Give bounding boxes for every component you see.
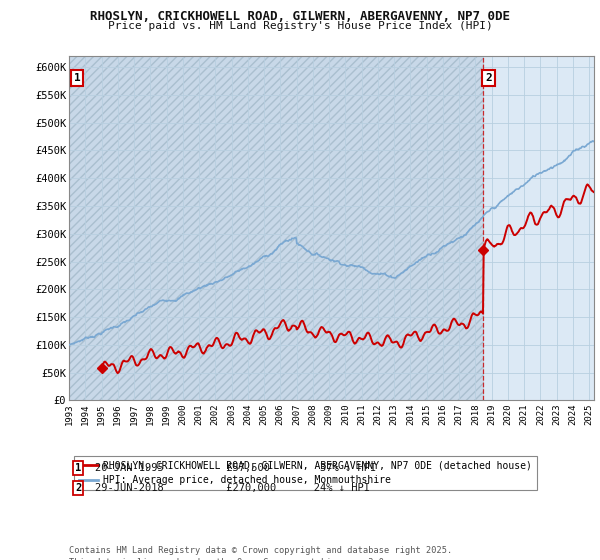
- Legend: RHOSLYN, CRICKHOWELL ROAD, GILWERN, ABERGAVENNY, NP7 0DE (detached house), HPI: : RHOSLYN, CRICKHOWELL ROAD, GILWERN, ABER…: [74, 456, 537, 490]
- Text: Price paid vs. HM Land Registry's House Price Index (HPI): Price paid vs. HM Land Registry's House …: [107, 21, 493, 31]
- Text: 2: 2: [75, 483, 81, 493]
- Text: 29-JUN-2018          £270,000      24% ↓ HPI: 29-JUN-2018 £270,000 24% ↓ HPI: [95, 483, 370, 493]
- Text: 20-JAN-1995          £57,500        37% ↓ HPI: 20-JAN-1995 £57,500 37% ↓ HPI: [95, 463, 376, 473]
- Text: 1: 1: [75, 463, 81, 473]
- Text: 2: 2: [485, 73, 492, 83]
- Text: 1: 1: [74, 73, 80, 83]
- Text: Contains HM Land Registry data © Crown copyright and database right 2025.
This d: Contains HM Land Registry data © Crown c…: [69, 546, 452, 560]
- Text: RHOSLYN, CRICKHOWELL ROAD, GILWERN, ABERGAVENNY, NP7 0DE: RHOSLYN, CRICKHOWELL ROAD, GILWERN, ABER…: [90, 10, 510, 23]
